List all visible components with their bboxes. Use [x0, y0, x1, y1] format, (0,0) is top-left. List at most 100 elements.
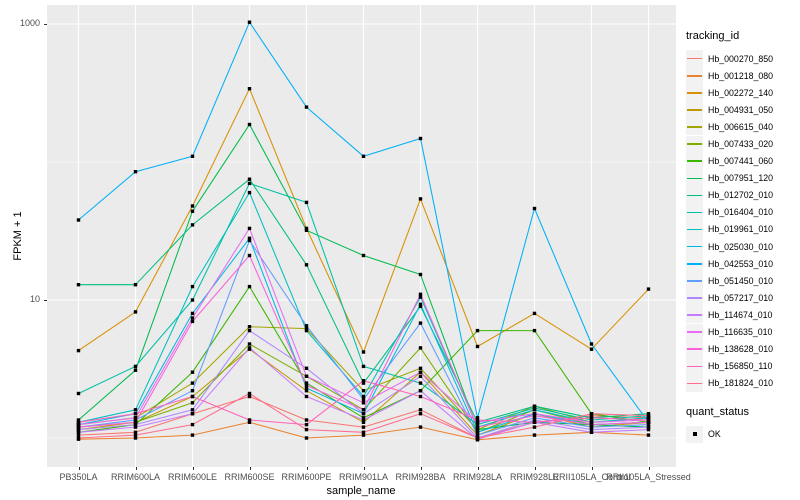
legend-key-line: [686, 357, 703, 375]
x-tick-mark: [477, 467, 479, 470]
data-point: [475, 418, 480, 422]
line-swatch-icon: [687, 126, 702, 128]
legend-key-line: [686, 374, 703, 392]
data-point: [532, 206, 537, 211]
data-point: [76, 422, 81, 427]
data-point: [418, 321, 423, 325]
legend-item: Hb_007951_120: [686, 169, 800, 187]
data-point: [361, 430, 366, 434]
x-tick-mark: [249, 467, 251, 470]
data-point: [475, 425, 480, 429]
data-point: [247, 181, 252, 186]
data-point: [304, 436, 309, 440]
line-swatch-icon: [687, 228, 702, 231]
data-point: [304, 381, 309, 385]
data-point: [304, 366, 309, 370]
x-tick-label: RRIM600PE: [281, 472, 332, 482]
quant-status-legend: quant_status OK: [686, 406, 800, 443]
data-point: [133, 418, 138, 422]
data-point: [589, 427, 594, 432]
data-point: [76, 430, 81, 434]
legend-item-label: Hb_001218_080: [708, 70, 774, 81]
legend-item: Hb_138628_010: [686, 340, 800, 358]
data-point: [247, 253, 252, 258]
legend-item: Hb_012702_010: [686, 186, 800, 204]
data-point: [190, 209, 195, 213]
data-point: [247, 236, 252, 240]
data-point: [646, 433, 651, 437]
x-tick-label: RRII105LA_Stressed: [606, 472, 691, 482]
data-point: [247, 87, 252, 91]
data-point: [304, 226, 309, 231]
data-point: [247, 391, 252, 396]
x-tick-mark: [135, 467, 137, 470]
data-point: [190, 154, 195, 158]
data-point: [133, 420, 138, 424]
x-tick-label: RRII105LA_Control: [552, 472, 631, 482]
legend-key-line: [686, 84, 703, 102]
data-point: [361, 420, 366, 424]
data-point: [418, 366, 423, 370]
data-point: [361, 253, 366, 258]
line-swatch-icon: [687, 382, 702, 385]
data-point: [76, 433, 81, 437]
line-swatch-icon: [687, 194, 702, 197]
data-point: [589, 430, 594, 434]
x-tick-mark: [420, 467, 422, 470]
data-point: [589, 414, 594, 418]
data-point: [475, 416, 480, 420]
data-point: [589, 420, 594, 424]
data-point: [190, 401, 195, 405]
legend-title-tracking-id: tracking_id: [686, 30, 740, 42]
legend-item-label: OK: [708, 429, 721, 440]
legend-item-label: Hb_042553_010: [708, 258, 774, 269]
data-point: [133, 283, 138, 287]
line-swatch-icon: [687, 297, 702, 299]
data-point: [475, 427, 480, 432]
data-point: [247, 328, 252, 333]
legend-key-line: [686, 169, 703, 187]
data-point: [133, 422, 138, 427]
legend-item: Hb_114674_010: [686, 306, 800, 324]
x-tick-label: PB350LA: [59, 472, 98, 482]
legend-item-label: Hb_114674_010: [708, 309, 773, 320]
data-point: [418, 412, 423, 416]
legend-key-line: [686, 238, 703, 256]
data-point: [646, 420, 651, 424]
legend-item-label: Hb_019961_010: [708, 224, 774, 235]
data-point: [532, 425, 537, 429]
data-point: [133, 412, 138, 416]
data-point: [76, 391, 81, 396]
data-point: [646, 412, 651, 416]
legend-key-line: [686, 203, 703, 221]
legend-key-line: [686, 255, 703, 273]
data-point: [304, 418, 309, 422]
data-point: [247, 177, 252, 181]
data-point: [76, 420, 81, 424]
data-point: [247, 238, 252, 243]
data-point: [532, 406, 537, 410]
data-point: [247, 342, 252, 346]
data-point: [361, 418, 366, 422]
data-point: [418, 292, 423, 296]
x-tick-mark: [78, 467, 80, 470]
data-point: [190, 319, 195, 324]
x-tick-label: RRIM928LA: [452, 472, 503, 482]
x-tick-mark: [306, 467, 308, 470]
legend-key-point: [686, 425, 703, 443]
line-swatch-icon: [687, 245, 702, 248]
data-point: [418, 346, 423, 350]
x-tick-label: RRIM600SE: [224, 472, 275, 482]
legend-key-line: [686, 118, 703, 136]
data-point: [247, 420, 252, 424]
data-point: [589, 425, 594, 429]
data-point: [646, 416, 651, 420]
data-point: [418, 370, 423, 374]
line-swatch-icon: [687, 74, 702, 77]
data-point: [475, 344, 480, 349]
data-point: [190, 389, 195, 393]
data-point: [304, 383, 309, 388]
data-point: [190, 433, 195, 437]
x-tick-mark: [192, 467, 194, 470]
data-point: [190, 284, 195, 289]
